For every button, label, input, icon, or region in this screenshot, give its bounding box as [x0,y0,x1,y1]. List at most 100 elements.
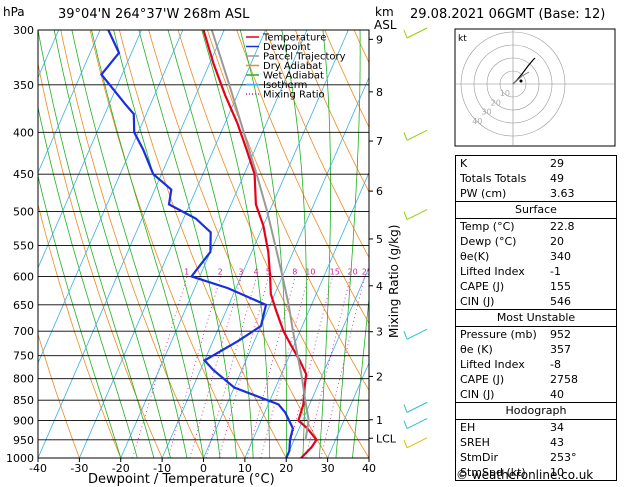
surface-row: Lifted Index -1 [456,264,616,279]
pressure-tick-label: 400 [13,126,34,139]
surface-value: 340 [550,250,571,263]
pressure-tick-label: 350 [13,79,34,92]
x-tick-label: 40 [362,462,376,475]
unstable-label: CIN (J) [460,388,495,401]
pressure-tick-label: 800 [13,373,34,386]
surface-value: 155 [550,280,571,293]
mixing-ratio-line [260,276,309,458]
pressure-unit-label: hPa [3,5,25,19]
dry-adiabat-line [618,30,629,458]
hodo-label: SREH [460,436,490,449]
dry-adiabat-line [265,30,369,259]
unstable-value: 2758 [550,373,578,386]
hodo-value: 34 [550,421,564,434]
mixing-ratio-label: 4 [254,267,259,276]
isotherm-line [38,30,184,364]
height-tick-label: 6 [376,185,383,198]
index-value: 3.63 [550,187,575,200]
hodograph-ring-label: 10 [500,89,510,98]
mixing-ratio-label: 20 [348,267,358,276]
hodograph-unit: kt [458,34,467,44]
height-tick-label: 2 [376,370,383,383]
hodograph-frame [454,28,616,147]
unstable-row: CAPE (J) 2758 [456,372,616,387]
surface-row: θe(K) 340 [456,249,616,264]
pressure-tick-label: 550 [13,239,34,252]
pressure-tick-label: 950 [13,434,34,447]
surface-row: Temp (°C) 22.8 [456,219,616,234]
index-row: Totals Totals 49 [456,171,616,186]
mixing-ratio-label: 5 [266,267,271,276]
pressure-tick-label: 750 [13,350,34,363]
mixing-ratio-label: 25 [362,267,372,276]
hodo-row: EH 34 [456,420,616,435]
hodo-row: StmSpd (kt) 10 [456,465,616,480]
unstable-row: CIN (J) 40 [456,387,616,402]
x-tick-label: 10 [238,462,252,475]
wind-barb-flag [403,404,408,413]
legend-label: Mixing Ratio [263,90,325,101]
isotherm-line [327,361,369,458]
hodo-label: StmSpd (kt) [460,466,526,479]
isotherm-line [120,30,308,458]
isotherm-line [38,30,101,174]
hodograph-ring [473,44,553,124]
hodograph-ring [499,70,527,98]
height-tick-label: 7 [376,135,383,148]
isotherm-line [38,30,142,269]
pressure-tick-label: 600 [13,270,34,283]
unstable-value: 952 [550,328,571,341]
surface-label: Temp (°C) [460,220,515,233]
isotherm-line [285,266,369,458]
index-value: 29 [550,157,564,170]
wind-barb [406,27,428,39]
height-tick-label: 5 [376,233,383,246]
surface-label: CIN (J) [460,295,495,308]
wind-barb-flag [403,420,408,429]
unstable-value: 357 [550,343,571,356]
legend-label: Isotherm [263,80,307,91]
hodo-row: StmDir 253° [456,450,616,465]
hodograph-ring [486,57,540,111]
unstable-label: Pressure (mb) [460,328,537,341]
location-title: 39°04'N 264°37'W 268m ASL [58,7,250,22]
hodo-value: 10 [550,466,564,479]
mixing-ratio-label: 3 [238,267,243,276]
surface-label: Lifted Index [460,265,525,278]
x-tick-label: 0 [200,462,207,475]
mixing-ratio-label: 10 [305,267,315,276]
wind-barb-flag [403,331,408,340]
hodo-label: StmDir [460,451,499,464]
series-parcel-trajectory [210,30,310,441]
surface-label: Dewp (°C) [460,235,517,248]
x-tick-label: -10 [153,462,171,475]
unstable-value: -8 [550,358,561,371]
pressure-tick-label: 450 [13,168,34,181]
unstable-title: Most Unstable [456,309,616,326]
pressure-tick-label: 300 [13,24,34,37]
datetime-title: 29.08.2021 06GMT (Base: 12) [410,7,606,22]
pressure-tick-label: 500 [13,206,34,219]
height-tick-label: 9 [376,33,383,46]
index-label: Totals Totals [460,172,527,185]
wind-barb-flag [403,29,408,39]
x-tick-label: 20 [279,462,293,475]
legend-label: Dewpoint [263,42,311,53]
index-row: PW (cm) 3.63 [456,186,616,201]
wet-adiabat-line [113,30,221,458]
surface-value: -1 [550,265,561,278]
height-unit-top: km [375,5,394,19]
wind-barb [406,129,428,141]
legend-label: Dry Adiabat [263,61,322,72]
legend-label: Temperature [262,33,326,44]
height-tick-label: LCL [376,432,397,445]
x-tick-label: -30 [70,462,88,475]
hodo-row: SREH 43 [456,435,616,450]
hodograph-storm-point [519,79,523,83]
wind-barb-flag [403,211,408,220]
unstable-label: θe (K) [460,343,493,356]
surface-value: 22.8 [550,220,575,233]
wind-barb-flag [403,439,408,448]
wet-adiabat-line [335,30,361,458]
dry-adiabat-line [295,30,369,193]
